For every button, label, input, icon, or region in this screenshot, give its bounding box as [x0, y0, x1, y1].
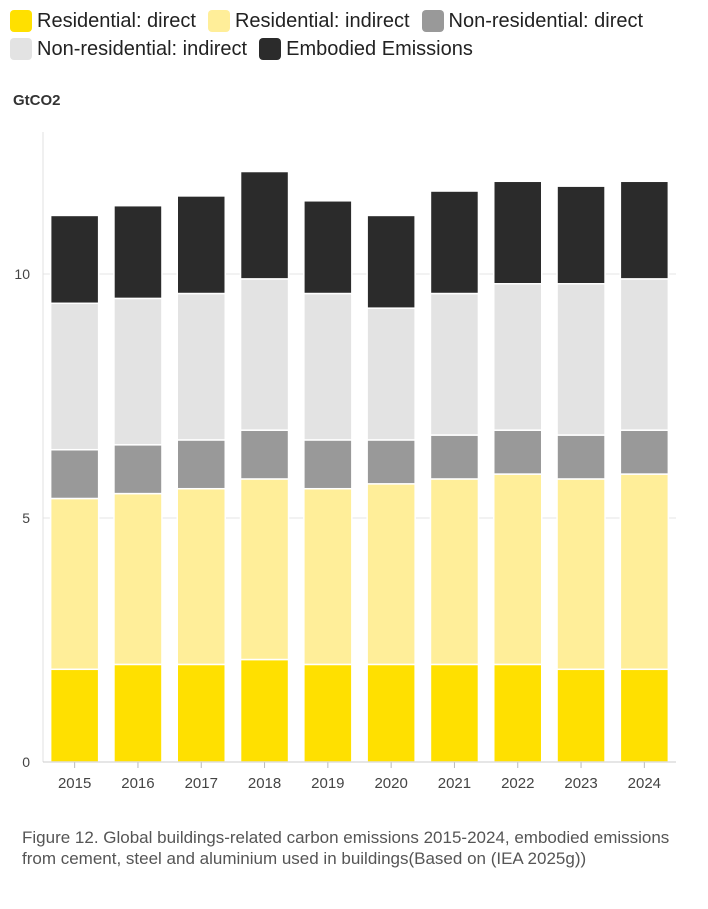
bar-segment	[303, 663, 353, 763]
bar-segment	[366, 663, 416, 763]
stacked-bar-chart: 0 5 10 2015 2016 2017 2018 2019 2020 2021 2022 2023…	[14, 132, 676, 792]
bar-segment	[556, 185, 606, 285]
legend-item: Non-residential: indirect	[10, 38, 247, 60]
bar-segment	[556, 668, 606, 763]
legend-label: Embodied Emissions	[286, 37, 473, 60]
bar-segment	[493, 180, 543, 285]
bar-segment	[239, 478, 290, 661]
bar-segment	[176, 663, 226, 763]
y-tick-label: 10	[14, 266, 30, 282]
bar-segment	[556, 434, 606, 480]
figure-caption: Figure 12. Global buildings-related carb…	[22, 828, 670, 868]
bar-segment	[303, 292, 353, 441]
bar-segment	[113, 444, 163, 495]
bar-segment	[176, 292, 226, 441]
y-axis-unit-label: GtCO2	[13, 92, 61, 109]
bar-segment	[176, 487, 226, 666]
bar-segment	[49, 668, 100, 763]
bar-segment	[176, 439, 226, 490]
legend-label: Residential: direct	[37, 9, 196, 32]
bar-segment	[239, 658, 290, 763]
x-tick-label: 2017	[185, 775, 218, 792]
bar-segment	[619, 473, 670, 671]
bar-segment	[429, 663, 480, 763]
bar-segment	[239, 170, 290, 280]
x-tick-label: 2023	[564, 775, 597, 792]
legend-item: Non-residential: direct	[421, 9, 644, 32]
bar-segment	[493, 473, 543, 666]
x-tick-label: 2022	[501, 775, 534, 792]
legend-swatch	[207, 10, 230, 32]
bar-segment	[113, 663, 163, 763]
bar-segment	[303, 487, 353, 666]
bar-segment	[619, 180, 670, 280]
x-tick-label: 2021	[438, 775, 471, 792]
bar-segment	[303, 439, 353, 490]
bar-segment	[619, 278, 670, 431]
bar-segment	[429, 190, 480, 295]
bar-segment	[176, 195, 226, 295]
bar-segment	[49, 214, 100, 305]
bar-segment	[429, 434, 480, 480]
bar-segment	[303, 200, 353, 295]
bar-segment	[49, 497, 100, 671]
bar-segment	[239, 429, 290, 480]
bar-segment	[556, 283, 606, 436]
legend-label: Residential: indirect	[234, 9, 410, 32]
bar-segment	[366, 483, 416, 666]
legend-item: Embodied Emissions	[259, 38, 473, 60]
bar-segment	[429, 478, 480, 666]
x-tick-label: 2024	[628, 775, 661, 792]
bar-segment	[49, 302, 100, 451]
bar-segment	[493, 283, 543, 431]
bar-segment	[556, 478, 606, 671]
x-tick-label: 2020	[374, 775, 407, 792]
legend-label: Non-residential: direct	[448, 9, 644, 32]
legend-label: Non-residential: indirect	[37, 37, 248, 60]
x-tick-label: 2019	[311, 775, 344, 792]
bar-segment	[619, 668, 670, 763]
bar-segment	[113, 492, 163, 666]
bar-segment	[366, 439, 416, 485]
legend: Residential: direct Residential: indirect…	[10, 10, 700, 60]
bar-segment	[239, 278, 290, 431]
bar-segment	[493, 429, 543, 475]
x-tick-label: 2018	[248, 775, 281, 792]
x-tick-label: 2015	[58, 775, 91, 792]
legend-swatch	[10, 10, 32, 32]
y-tick-label: 0	[22, 754, 30, 770]
x-tick-label: 2016	[121, 775, 154, 792]
legend-item: Residential: direct	[10, 10, 196, 32]
y-tick-label: 5	[22, 510, 30, 526]
legend-item: Residential: indirect	[207, 9, 410, 32]
bar-segment	[113, 297, 163, 446]
legend-swatch	[10, 38, 32, 60]
legend-swatch	[421, 10, 444, 32]
bar-segment	[366, 214, 416, 309]
bar-segment	[113, 204, 163, 300]
bar-segment	[366, 307, 416, 441]
bar-segment	[493, 663, 543, 763]
bar-segment	[429, 292, 480, 436]
legend-swatch	[259, 38, 282, 60]
bar-segment	[619, 429, 670, 475]
bar-segment	[49, 448, 100, 500]
